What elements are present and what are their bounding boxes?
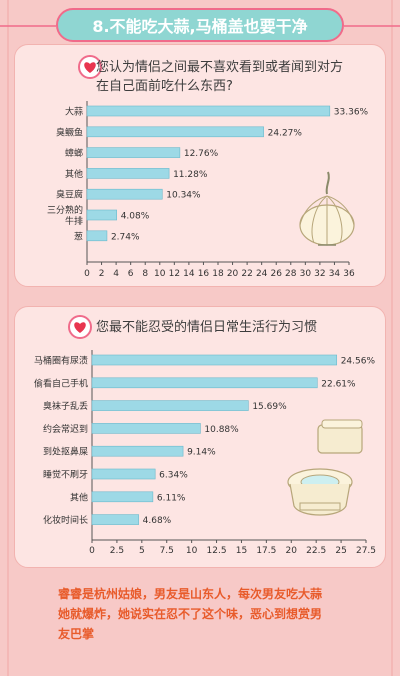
x-tick-label: 0 bbox=[89, 546, 95, 556]
bar bbox=[86, 105, 331, 117]
data-label: 2.74% bbox=[111, 232, 140, 242]
bar bbox=[86, 209, 117, 221]
data-label: 4.68% bbox=[143, 516, 172, 526]
x-tick-label: 10 bbox=[154, 269, 166, 279]
x-tick-label: 28 bbox=[285, 269, 297, 279]
data-label: 4.08% bbox=[121, 212, 150, 222]
x-tick-label: 18 bbox=[212, 269, 224, 279]
data-label: 33.36% bbox=[334, 108, 369, 118]
x-tick-label: 20 bbox=[227, 269, 239, 279]
data-label: 22.61% bbox=[321, 379, 356, 389]
toilet-icon bbox=[287, 419, 363, 516]
bar bbox=[91, 468, 156, 480]
category-label: 大蒜 bbox=[65, 106, 83, 118]
x-tick-label: 27.5 bbox=[356, 546, 376, 556]
data-label: 24.27% bbox=[268, 128, 303, 138]
heart-icon bbox=[68, 315, 92, 339]
bar bbox=[91, 423, 201, 434]
x-tick-label: 32 bbox=[314, 269, 325, 279]
footer-line: 睿睿是杭州姑娘，男友是山东人，每次男友吃大蒜 bbox=[58, 587, 323, 601]
chart-title-food: 您认为情侣之间最不喜欢看到或者闻到对方在自己面前吃什么东西? bbox=[96, 60, 344, 94]
category-label: 偷看自己手机 bbox=[34, 377, 88, 389]
x-tick-label: 20 bbox=[286, 546, 298, 556]
bar bbox=[91, 354, 338, 366]
x-tick-label: 16 bbox=[198, 269, 210, 279]
footer-line: 她就爆炸，她说实在忍不了这个味，恶心到想赏男 bbox=[58, 607, 323, 621]
category-label: 其他 bbox=[65, 168, 83, 180]
category-label: 化妆时间长 bbox=[43, 514, 88, 526]
category-label: 牛排 bbox=[65, 215, 83, 227]
data-label: 9.14% bbox=[187, 448, 216, 458]
data-label: 10.88% bbox=[204, 425, 239, 435]
x-tick-label: 7.5 bbox=[160, 546, 174, 556]
x-tick-label: 10 bbox=[186, 546, 198, 556]
bar bbox=[86, 168, 170, 179]
x-tick-label: 8 bbox=[142, 269, 148, 279]
data-label: 12.76% bbox=[184, 149, 219, 159]
data-label: 11.28% bbox=[173, 170, 208, 180]
chart-card-food bbox=[14, 44, 386, 287]
category-label: 蟑螂 bbox=[65, 147, 83, 159]
category-label: 马桶圈有尿渍 bbox=[34, 355, 88, 367]
bar bbox=[91, 491, 154, 503]
x-tick-label: 0 bbox=[84, 269, 90, 279]
x-tick-label: 12.5 bbox=[207, 546, 227, 556]
x-tick-label: 4 bbox=[113, 269, 119, 279]
bar bbox=[86, 188, 163, 200]
data-label: 24.56% bbox=[341, 357, 376, 367]
x-tick-label: 12 bbox=[169, 269, 180, 279]
title-banner: 8.不能吃大蒜,马桶盖也要干净 bbox=[56, 8, 344, 42]
x-tick-label: 2.5 bbox=[110, 546, 124, 556]
bar bbox=[86, 126, 264, 138]
category-label: 臭豆腐 bbox=[56, 189, 83, 201]
x-tick-label: 17.5 bbox=[256, 546, 276, 556]
x-tick-label: 14 bbox=[183, 269, 195, 279]
data-label: 15.69% bbox=[252, 402, 287, 412]
category-label: 其他 bbox=[70, 491, 88, 503]
footer-story: 睿睿是杭州姑娘，男友是山东人，每次男友吃大蒜 她就爆炸，她说实在忍不了这个味，恶… bbox=[58, 584, 348, 644]
garlic-icon bbox=[299, 171, 355, 246]
x-tick-label: 34 bbox=[329, 269, 341, 279]
x-tick-label: 25 bbox=[335, 546, 346, 556]
heart-icon bbox=[78, 55, 102, 79]
x-tick-label: 15 bbox=[236, 546, 247, 556]
category-label: 约会常迟到 bbox=[43, 423, 88, 435]
x-tick-label: 6 bbox=[128, 269, 134, 279]
chart-title-habits: 您最不能忍受的情侣日常生活行为习惯 bbox=[96, 320, 318, 335]
bar bbox=[91, 400, 249, 411]
bar bbox=[86, 230, 108, 242]
x-tick-label: 24 bbox=[256, 269, 268, 279]
category-label: 葱 bbox=[74, 230, 83, 242]
bar bbox=[91, 514, 139, 525]
x-tick-label: 30 bbox=[300, 269, 312, 279]
category-label: 到处抠鼻屎 bbox=[43, 446, 88, 458]
category-label: 臭袜子乱丢 bbox=[43, 400, 88, 412]
x-tick-label: 5 bbox=[139, 546, 145, 556]
data-label: 10.34% bbox=[166, 191, 201, 201]
bar bbox=[91, 377, 318, 389]
bar bbox=[91, 445, 184, 457]
page-title: 8.不能吃大蒜,马桶盖也要干净 bbox=[92, 17, 308, 36]
bar bbox=[86, 147, 181, 158]
x-tick-label: 26 bbox=[270, 269, 282, 279]
category-label: 三分熟的 bbox=[47, 204, 83, 216]
data-label: 6.11% bbox=[157, 493, 186, 503]
category-label: 臭鳜鱼 bbox=[56, 126, 83, 138]
x-tick-label: 22.5 bbox=[306, 546, 326, 556]
x-tick-label: 2 bbox=[99, 269, 105, 279]
data-label: 6.34% bbox=[159, 471, 188, 481]
x-tick-label: 36 bbox=[343, 269, 355, 279]
x-tick-label: 22 bbox=[241, 269, 252, 279]
category-label: 睡觉不刷牙 bbox=[43, 469, 88, 481]
footer-line: 友巴掌 bbox=[58, 627, 95, 641]
